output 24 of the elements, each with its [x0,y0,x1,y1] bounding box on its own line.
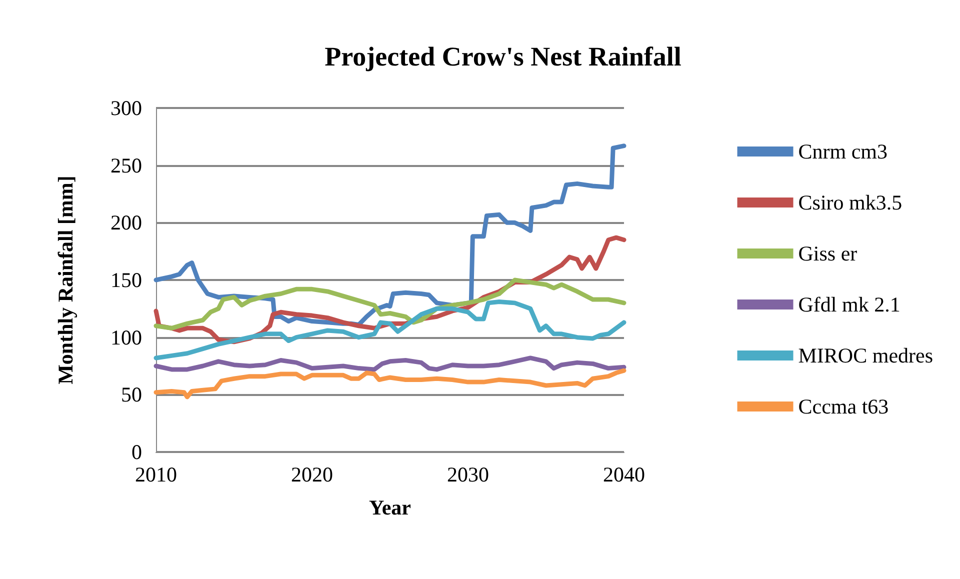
legend-label: Csiro mk3.5 [798,190,902,214]
y-tick-label: 250 [110,153,142,178]
chart-title: Projected Crow's Nest Rainfall [324,42,682,72]
line-series [154,368,626,400]
legend-label: Giss er [798,242,858,266]
y-tick-label: 200 [110,210,142,235]
x-axis-title: Year [369,496,411,520]
legend-label: Cnrm cm3 [798,140,888,164]
y-axis-title: Monthly Rainfall [mm] [54,176,78,384]
line-series [154,278,626,330]
y-tick-label: 150 [110,268,142,292]
x-tick-label: 2040 [603,462,645,486]
x-tick-label: 2030 [447,462,489,486]
line-series [154,356,626,372]
x-tick-label: 2010 [135,462,177,486]
legend-label: Cccma t63 [798,394,889,418]
y-tick-label: 300 [110,96,142,120]
y-tick-label: 0 [132,440,142,464]
y-tick-label: 100 [110,325,142,350]
y-tick-label: 50 [121,382,142,407]
x-tick-label: 2020 [291,462,333,486]
legend-label: Gfdl mk 2.1 [798,292,900,316]
line-series [154,300,626,360]
legend-label: MIROC medres [798,344,934,368]
